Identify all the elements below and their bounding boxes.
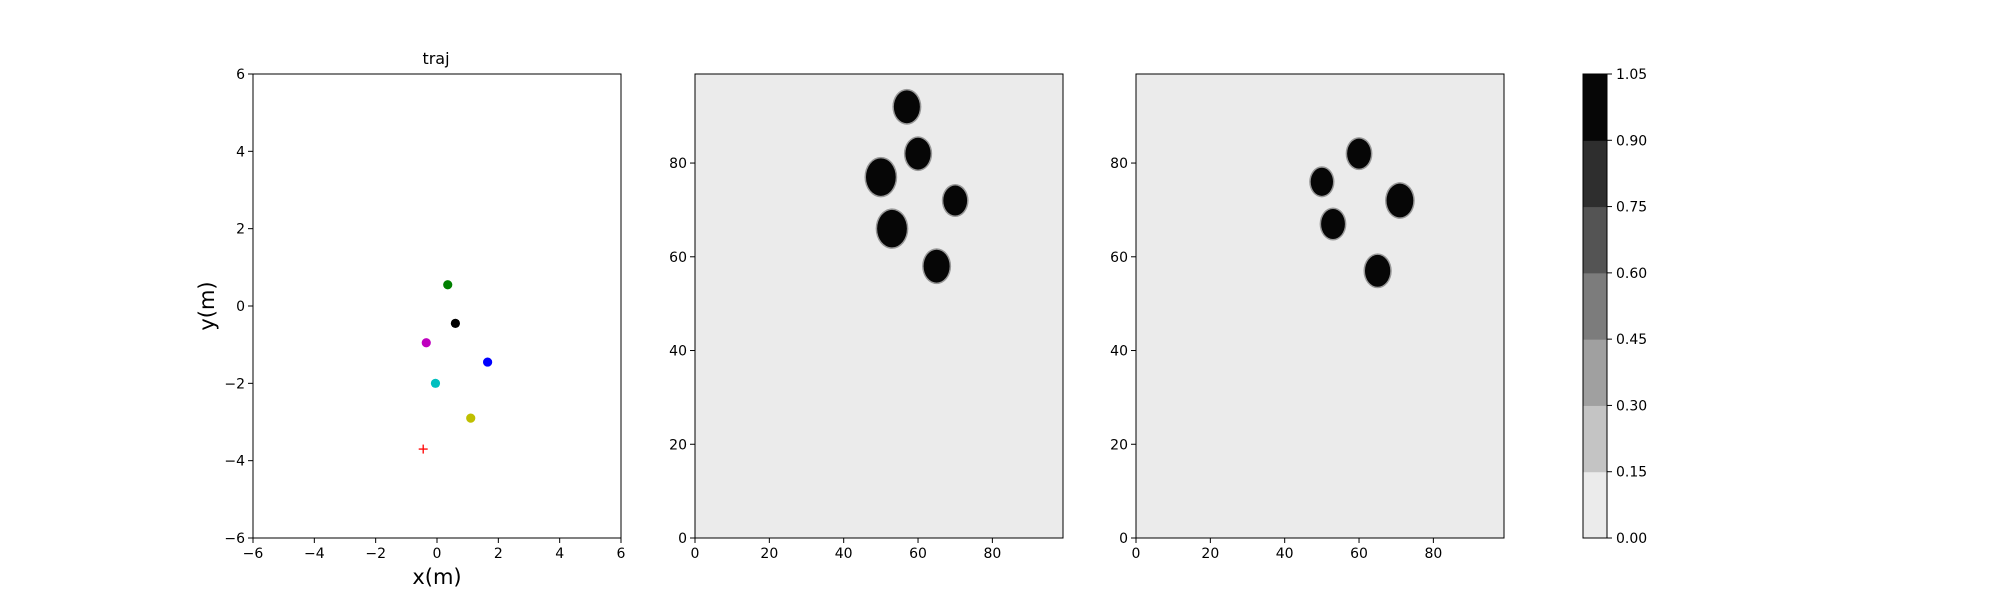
colorbar-tick-label: 0.00: [1616, 531, 1647, 547]
y-tick-label: −2: [224, 376, 245, 392]
panel1-xlabel: x(m): [412, 565, 461, 589]
data-point: [483, 357, 493, 367]
heatmap-blob: [1347, 138, 1371, 169]
panel1-points: [418, 280, 493, 454]
colorbar-band: [1583, 206, 1607, 274]
colorbar-frame: [1582, 73, 1608, 539]
data-point: [450, 318, 460, 328]
panel3-x-ticks: 0 20 40 60 80: [1132, 538, 1442, 562]
data-point: [430, 378, 441, 388]
colorbar-bands: [1583, 74, 1607, 539]
x-tick-label: 60: [1350, 546, 1368, 562]
heatmap-blob: [1364, 254, 1391, 287]
colorbar: 0.00 0.15 0.30 0.45 0.60 0.75 0.90 1.05: [1582, 67, 1647, 547]
y-tick-label: 40: [669, 344, 687, 360]
heatmap-blob: [1386, 183, 1414, 218]
x-tick-label: 0: [691, 546, 700, 562]
panel3-y-ticks: 0 20 40 60 80: [1110, 156, 1136, 547]
heatmap-panel-1: 0 20 40 60 80 0 20 40 60 80: [669, 73, 1064, 562]
y-tick-label: 0: [236, 299, 245, 315]
heatmap-blob: [877, 209, 907, 248]
colorbar-tick-label: 0.45: [1616, 332, 1647, 348]
trajectory-panel: traj −6 −4 −2 0 2 4 6 −6 −4 −2 0 2 4 6 x(m) y(m): [195, 49, 626, 589]
x-tick-label: 40: [1276, 546, 1294, 562]
data-point: [466, 413, 476, 423]
panel2-background: [695, 74, 1063, 538]
panel3-frame: [1135, 73, 1505, 539]
colorbar-band: [1583, 405, 1607, 473]
panel3-blobs: [1309, 137, 1415, 289]
heatmap-blob: [905, 137, 931, 170]
panel1-x-ticks: −6 −4 −2 0 2 4 6: [243, 538, 626, 562]
heatmap-blob: [893, 90, 920, 124]
x-tick-label: −6: [243, 546, 264, 562]
x-tick-label: 0: [433, 546, 442, 562]
x-tick-label: 0: [1132, 546, 1141, 562]
panel2-blobs: [864, 88, 969, 285]
x-tick-label: −4: [304, 546, 325, 562]
panel2-y-ticks: 0 20 40 60 80: [669, 156, 695, 547]
panel2-x-ticks: 0 20 40 60 80: [691, 538, 1001, 562]
y-tick-label: 4: [236, 144, 245, 160]
panel1-y-ticks: −6 −4 −2 0 2 4 6: [224, 67, 253, 547]
x-tick-label: 60: [909, 546, 927, 562]
x-tick-label: 20: [1201, 546, 1219, 562]
panel1-frame: [252, 73, 622, 539]
colorbar-tick-label: 0.60: [1616, 266, 1647, 282]
y-tick-label: 2: [236, 222, 245, 238]
colorbar-tick-label: 0.90: [1616, 133, 1647, 149]
y-tick-label: 6: [236, 67, 245, 83]
heatmap-blob: [1321, 208, 1345, 239]
panel1-title: traj: [422, 49, 449, 68]
colorbar-ticks: 0.00 0.15 0.30 0.45 0.60 0.75 0.90 1.05: [1607, 67, 1647, 547]
colorbar-band: [1583, 272, 1607, 340]
y-tick-label: 20: [1110, 437, 1128, 453]
y-tick-label: −6: [224, 531, 245, 547]
data-point: [421, 338, 431, 348]
colorbar-tick-label: 1.05: [1616, 67, 1647, 83]
colorbar-tick-label: 0.30: [1616, 398, 1647, 414]
y-tick-label: 40: [1110, 344, 1128, 360]
x-tick-label: 40: [835, 546, 853, 562]
colorbar-tick-label: 0.75: [1616, 200, 1647, 216]
heatmap-blob: [943, 185, 968, 216]
data-point: [443, 280, 453, 290]
heatmap-blob: [1310, 167, 1334, 196]
y-tick-label: 80: [669, 156, 687, 172]
colorbar-band: [1583, 74, 1607, 141]
y-tick-label: 20: [669, 437, 687, 453]
x-tick-label: 6: [617, 546, 626, 562]
panel1-ylabel: y(m): [195, 281, 219, 330]
heatmap-blob: [923, 249, 950, 283]
colorbar-tick-label: 0.15: [1616, 465, 1647, 481]
y-tick-label: 80: [1110, 156, 1128, 172]
x-tick-label: 20: [760, 546, 778, 562]
panel3-background: [1136, 74, 1504, 538]
y-tick-label: 60: [1110, 250, 1128, 266]
x-tick-label: −2: [365, 546, 386, 562]
y-tick-label: 60: [669, 250, 687, 266]
heatmap-panel-2: 0 20 40 60 80 0 20 40 60 80: [1110, 73, 1505, 562]
y-tick-label: 0: [678, 531, 687, 547]
colorbar-band: [1583, 140, 1607, 208]
colorbar-band: [1583, 471, 1607, 539]
y-tick-label: −4: [224, 454, 245, 470]
y-tick-label: 0: [1119, 531, 1128, 547]
x-tick-label: 80: [983, 546, 1001, 562]
panel2-frame: [694, 73, 1064, 539]
heatmap-blob: [865, 158, 896, 196]
x-tick-label: 2: [494, 546, 503, 562]
x-tick-label: 4: [555, 546, 564, 562]
colorbar-band: [1583, 339, 1607, 406]
x-tick-label: 80: [1424, 546, 1442, 562]
